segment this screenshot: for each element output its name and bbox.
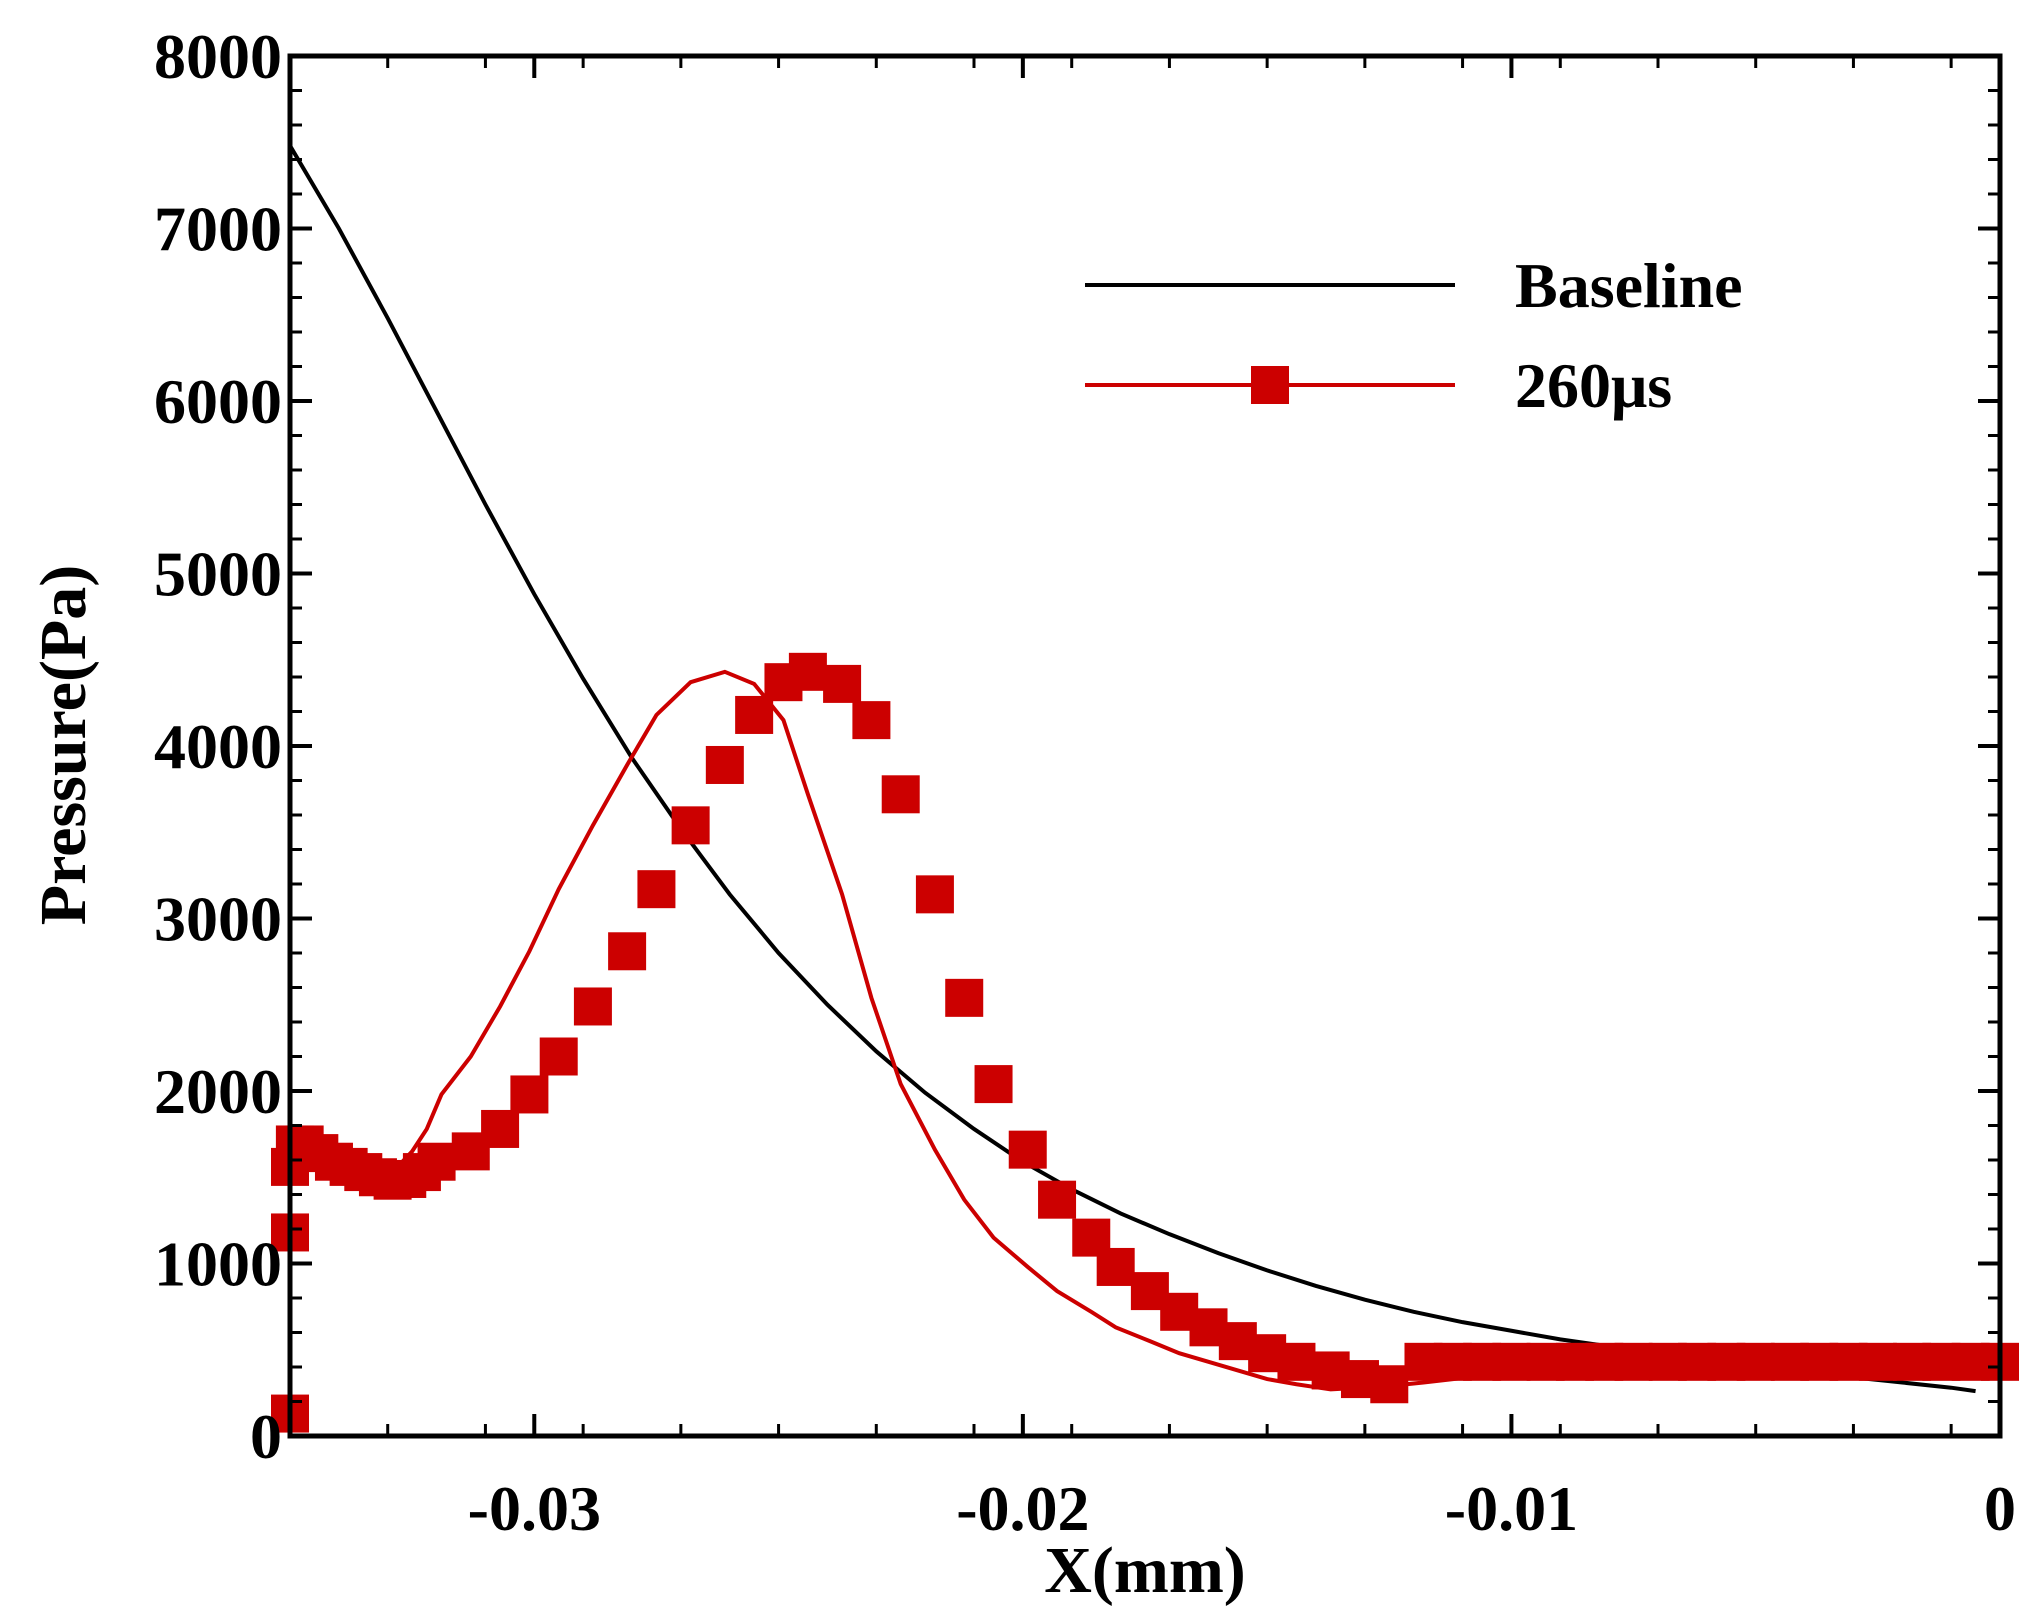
260us-marker — [481, 1109, 520, 1148]
y-axis-tick-labels: 0 1000 2000 3000 4000 5000 6000 7000 8000 — [154, 21, 282, 1472]
260us-marker — [974, 1065, 1013, 1104]
260us-marker — [1277, 1342, 1316, 1381]
x-axis-major-ticks — [532, 56, 2002, 1436]
plot-frame — [287, 53, 2003, 1439]
x-axis-minor-ticks — [288, 56, 1953, 1436]
260us-marker — [881, 775, 920, 814]
260us-marker — [1096, 1247, 1135, 1286]
260us-marker — [510, 1075, 549, 1114]
y-tick-label: 5000 — [154, 539, 282, 610]
legend-260us-label: 260μs — [1515, 350, 1672, 421]
x-axis-label: X(mm) — [1044, 1534, 1246, 1607]
260us-marker — [1370, 1365, 1409, 1404]
legend-260us-marker — [1251, 366, 1289, 404]
y-tick-label: 4000 — [154, 711, 282, 782]
y-tick-label: 1000 — [154, 1229, 282, 1300]
260us-marker — [705, 745, 744, 784]
260us-marker — [573, 987, 612, 1026]
baseline-line — [288, 144, 1976, 1394]
x-tick-label: 0 — [1984, 1473, 2016, 1544]
y-tick-label: 7000 — [154, 194, 282, 265]
260us-marker — [823, 664, 862, 703]
y-tick-label: 3000 — [154, 884, 282, 955]
260us-marker — [671, 806, 710, 845]
260us-marker — [539, 1037, 578, 1076]
260us-marker — [1492, 1342, 1531, 1381]
260us-marker — [1008, 1130, 1047, 1169]
baseline-series-layer — [288, 144, 1976, 1394]
260us-marker — [1614, 1342, 1653, 1381]
260us-marker — [608, 932, 647, 971]
260us-marker — [852, 701, 891, 740]
y-tick-label: 2000 — [154, 1056, 282, 1127]
y-axis-label: Pressure(Pa) — [27, 565, 100, 925]
y-tick-label: 0 — [250, 1401, 282, 1472]
y-tick-label: 6000 — [154, 366, 282, 437]
x-tick-label: -0.03 — [468, 1473, 601, 1544]
260us-marker — [1736, 1342, 1775, 1381]
260us-marker — [735, 695, 774, 734]
260us-marker — [1038, 1180, 1077, 1219]
260us-marker — [915, 875, 954, 914]
260us-marker-layer — [271, 652, 2019, 1433]
y-tick-label: 8000 — [154, 21, 282, 92]
260us-marker — [637, 870, 676, 909]
x-tick-label: -0.01 — [1445, 1473, 1578, 1544]
x-axis-tick-labels: -0.03 -0.02 -0.01 0 — [468, 1473, 2016, 1544]
260us-marker — [1858, 1342, 1897, 1381]
y-axis-minor-ticks — [290, 54, 2000, 1438]
260us-marker — [417, 1142, 456, 1181]
260us-marker — [788, 652, 827, 691]
x-tick-label: -0.02 — [956, 1473, 1089, 1544]
legend-baseline-label: Baseline — [1515, 250, 1743, 321]
y-axis-major-ticks — [290, 54, 2000, 1438]
260us-marker — [945, 978, 984, 1017]
legend: Baseline 260μs — [1085, 250, 1743, 421]
